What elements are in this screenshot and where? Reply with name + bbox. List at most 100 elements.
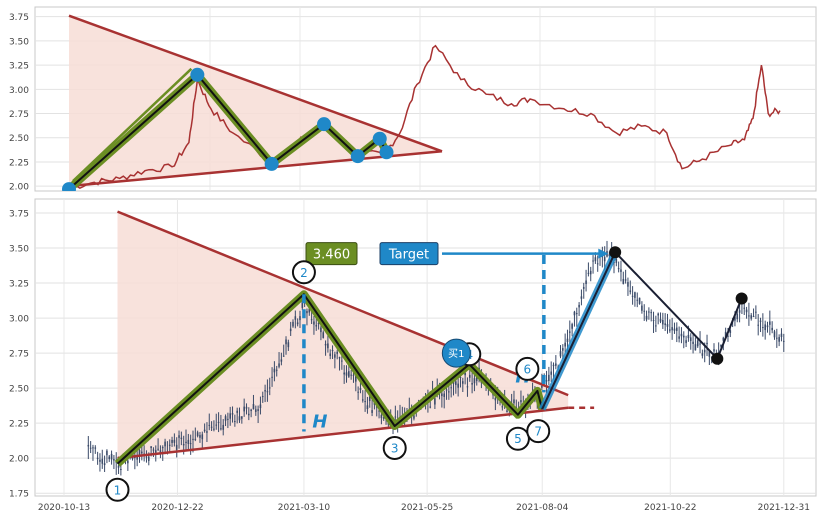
candle-body — [173, 439, 176, 443]
candle-body — [334, 354, 336, 358]
candle-body — [780, 333, 783, 337]
candle-body — [280, 359, 283, 362]
overview-pattern-point-3 — [264, 156, 279, 171]
candle-body — [682, 335, 685, 338]
overview-y-tick-label: 2.00 — [9, 183, 29, 193]
candle-body — [152, 449, 155, 451]
candle-body — [366, 405, 369, 410]
candle-body — [620, 269, 622, 272]
buy-signal-marker — [441, 338, 471, 368]
candle-body — [87, 444, 90, 447]
candle-body — [350, 374, 352, 376]
target-arrow-head — [598, 248, 609, 259]
candle-body — [445, 389, 448, 391]
pattern-point-marker — [291, 260, 316, 285]
candle-body — [287, 342, 290, 348]
candle-body — [680, 333, 683, 337]
candle-body — [203, 429, 206, 432]
candle-body — [592, 260, 594, 262]
candle-body — [320, 327, 322, 333]
candle-body — [322, 332, 325, 338]
candle-body — [317, 322, 320, 325]
overview-upper-trendline — [68, 14, 443, 153]
overview-y-tick-label: 3.25 — [9, 62, 29, 72]
candle-body — [659, 318, 662, 322]
candle-body — [441, 393, 443, 397]
overview-y-tick-label: 3.75 — [9, 13, 29, 23]
candle-body — [645, 315, 648, 320]
target-box — [379, 242, 439, 266]
candle-body — [736, 313, 739, 320]
candle-body — [575, 312, 578, 315]
candle-body — [106, 450, 108, 456]
candle-body — [673, 328, 676, 331]
candle-body — [306, 311, 308, 314]
overview-pattern-point-5 — [350, 149, 365, 164]
candle-body — [662, 319, 664, 325]
candle-body — [296, 322, 299, 325]
candle-body — [215, 424, 218, 426]
candle-body — [513, 399, 515, 404]
candle-body — [501, 406, 504, 408]
overview-lower-trendline — [68, 150, 443, 188]
pattern-point-marker — [505, 426, 530, 451]
detail-breakout-point-3 — [735, 292, 748, 305]
candle-body — [675, 327, 678, 331]
candle-body — [154, 450, 157, 453]
candle-body — [101, 458, 104, 464]
candle-body — [566, 338, 569, 343]
candle-body — [136, 456, 138, 460]
candle-body — [738, 310, 741, 313]
candle-body — [562, 348, 564, 351]
candle-body — [573, 311, 576, 316]
candle-body — [459, 377, 462, 379]
detail-y-tick-label: 2.00 — [9, 455, 29, 465]
candle-body — [568, 331, 571, 333]
candle-body — [550, 371, 552, 375]
candle-body — [361, 399, 364, 401]
candle-body — [631, 295, 634, 297]
candle-body — [96, 457, 99, 460]
candle-body — [708, 350, 711, 357]
candle-body — [457, 383, 459, 388]
detail-x-tick-label: 2021-08-04 — [516, 503, 569, 513]
candle-body — [92, 447, 94, 449]
pattern-point-label: 2 — [300, 266, 308, 280]
height-marker-label: H — [312, 412, 327, 433]
candle-body — [201, 434, 204, 440]
pattern-point-marker — [105, 477, 130, 502]
candle-body — [608, 254, 611, 257]
candle-body — [341, 360, 343, 362]
candle-body — [782, 340, 785, 342]
candle-body — [578, 304, 580, 308]
candle-body — [222, 424, 225, 430]
candle-body — [643, 310, 646, 312]
candle-body — [587, 272, 590, 274]
candle-body — [294, 316, 297, 320]
candle-body — [110, 453, 113, 460]
candle-body — [371, 410, 373, 413]
candle-body — [254, 409, 257, 412]
candle-body — [178, 435, 180, 438]
candle-body — [355, 376, 357, 382]
candle-body — [217, 421, 220, 423]
candle-body — [615, 258, 618, 263]
candle-body — [582, 286, 585, 289]
candle-body — [380, 414, 383, 419]
candle-body — [275, 369, 278, 371]
candle-body — [324, 343, 327, 346]
candle-body — [229, 413, 232, 419]
candle-body — [664, 323, 666, 326]
candle-body — [329, 353, 332, 357]
detail-y-tick-label: 3.25 — [9, 280, 29, 290]
candle-body — [685, 340, 687, 344]
candle-body — [757, 324, 760, 326]
candle-body — [289, 328, 292, 332]
candle-body — [748, 315, 750, 317]
candle-body — [429, 406, 432, 408]
candle-body — [194, 438, 197, 440]
candle-body — [462, 381, 464, 384]
overview-pattern-point-7 — [379, 145, 394, 160]
target-value-box — [305, 242, 358, 266]
